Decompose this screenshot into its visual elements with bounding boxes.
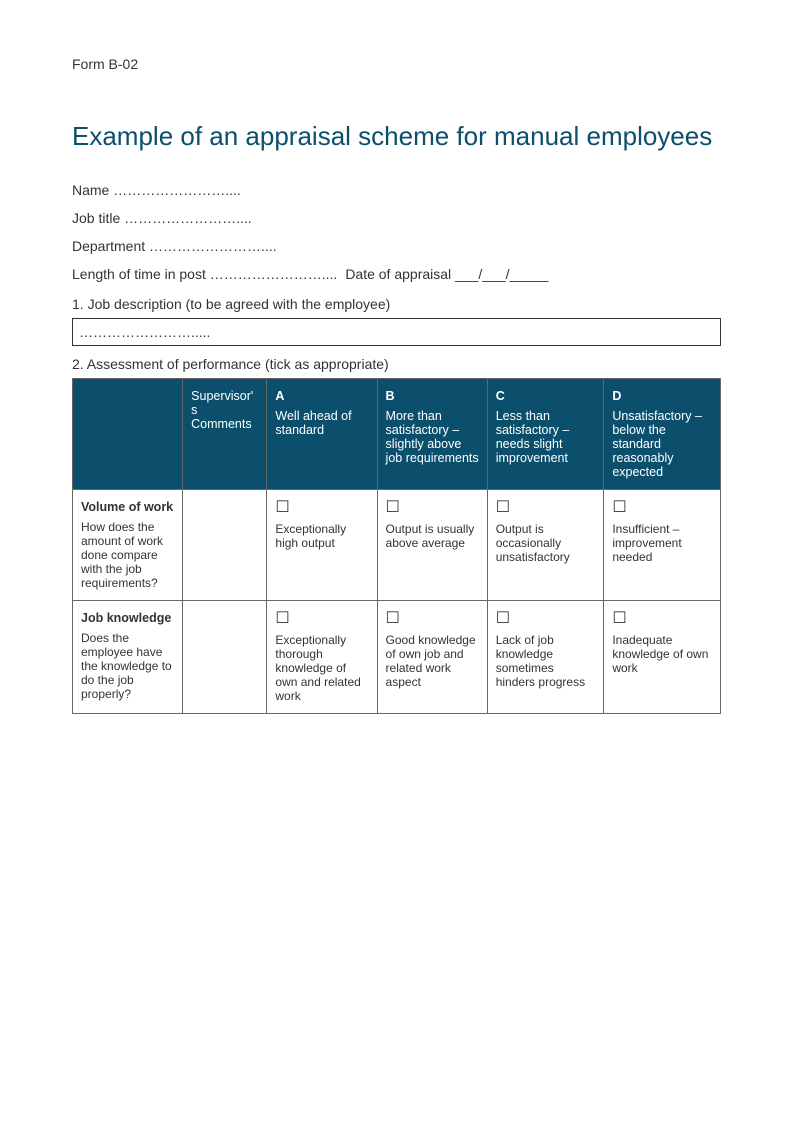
rating-text: Good knowledge of own job and related wo… xyxy=(386,633,476,689)
rating-text: Output is occasionally unsatisfactory xyxy=(496,522,570,564)
rating-b-cell[interactable]: ☐ Output is usually above average xyxy=(377,489,487,600)
rating-b-cell[interactable]: ☐ Good knowledge of own job and related … xyxy=(377,600,487,713)
row-label-cell: Volume of work How does the amount of wo… xyxy=(73,489,183,600)
row-label-cell: Job knowledge Does the employee have the… xyxy=(73,600,183,713)
checkbox-icon[interactable]: ☐ xyxy=(612,500,712,516)
header-supervisor: Supervisor's Comments xyxy=(183,378,267,489)
rating-d-cell[interactable]: ☐ Inadequate knowledge of own work xyxy=(604,600,721,713)
header-c: C Less than satisfactory – needs slight … xyxy=(487,378,604,489)
checkbox-icon[interactable]: ☐ xyxy=(275,500,368,516)
rating-text: Output is usually above average xyxy=(386,522,475,550)
job-title-field[interactable]: Job title …………………….... xyxy=(72,210,721,226)
header-text: Supervisor's Comments xyxy=(191,389,253,431)
header-text: Well ahead of standard xyxy=(275,409,351,437)
header-d: D Unsatisfactory – below the standard re… xyxy=(604,378,721,489)
checkbox-icon[interactable]: ☐ xyxy=(386,500,479,516)
rating-text: Lack of job knowledge sometimes hinders … xyxy=(496,633,585,689)
supervisor-comments-cell[interactable] xyxy=(183,489,267,600)
rating-a-cell[interactable]: ☐ Exceptionally thorough knowledge of ow… xyxy=(267,600,377,713)
table-header-row: Supervisor's Comments A Well ahead of st… xyxy=(73,378,721,489)
rating-text: Insufficient – improvement needed xyxy=(612,522,681,564)
table-row: Volume of work How does the amount of wo… xyxy=(73,489,721,600)
page-title: Example of an appraisal scheme for manua… xyxy=(72,120,721,154)
checkbox-icon[interactable]: ☐ xyxy=(612,611,712,627)
supervisor-comments-cell[interactable] xyxy=(183,600,267,713)
header-letter: B xyxy=(386,389,479,403)
appraisal-table: Supervisor's Comments A Well ahead of st… xyxy=(72,378,721,714)
checkbox-icon[interactable]: ☐ xyxy=(386,611,479,627)
rating-text: Inadequate knowledge of own work xyxy=(612,633,708,675)
row-desc: Does the employee have the knowledge to … xyxy=(81,631,172,701)
length-field[interactable]: Length of time in post …………………….... xyxy=(72,266,337,282)
row-desc: How does the amount of work done compare… xyxy=(81,520,163,590)
rating-text: Exceptionally thorough knowledge of own … xyxy=(275,633,360,703)
date-field[interactable]: Date of appraisal ___/___/_____ xyxy=(345,266,548,282)
rating-a-cell[interactable]: ☐ Exceptionally high output xyxy=(267,489,377,600)
checkbox-icon[interactable]: ☐ xyxy=(496,500,596,516)
rating-d-cell[interactable]: ☐ Insufficient – improvement needed xyxy=(604,489,721,600)
name-field[interactable]: Name …………………….... xyxy=(72,182,721,198)
header-text: More than satisfactory – slightly above … xyxy=(386,409,479,465)
table-row: Job knowledge Does the employee have the… xyxy=(73,600,721,713)
header-text: Unsatisfactory – below the standard reas… xyxy=(612,409,702,479)
header-letter: C xyxy=(496,389,596,403)
header-letter: D xyxy=(612,389,712,403)
rating-text: Exceptionally high output xyxy=(275,522,346,550)
row-title: Volume of work xyxy=(81,500,174,514)
form-id: Form B-02 xyxy=(72,56,721,72)
job-description-box[interactable]: ……………………..... xyxy=(72,318,721,346)
page: Form B-02 Example of an appraisal scheme… xyxy=(0,0,793,1122)
header-text: Less than satisfactory – needs slight im… xyxy=(496,409,570,465)
section-1-label: 1. Job description (to be agreed with th… xyxy=(72,296,721,312)
header-blank xyxy=(73,378,183,489)
row-title: Job knowledge xyxy=(81,611,174,625)
header-letter: A xyxy=(275,389,368,403)
department-field[interactable]: Department …………………….... xyxy=(72,238,721,254)
checkbox-icon[interactable]: ☐ xyxy=(496,611,596,627)
rating-c-cell[interactable]: ☐ Output is occasionally unsatisfactory xyxy=(487,489,604,600)
header-b: B More than satisfactory – slightly abov… xyxy=(377,378,487,489)
section-2-label: 2. Assessment of performance (tick as ap… xyxy=(72,356,721,372)
header-a: A Well ahead of standard xyxy=(267,378,377,489)
rating-c-cell[interactable]: ☐ Lack of job knowledge sometimes hinder… xyxy=(487,600,604,713)
checkbox-icon[interactable]: ☐ xyxy=(275,611,368,627)
